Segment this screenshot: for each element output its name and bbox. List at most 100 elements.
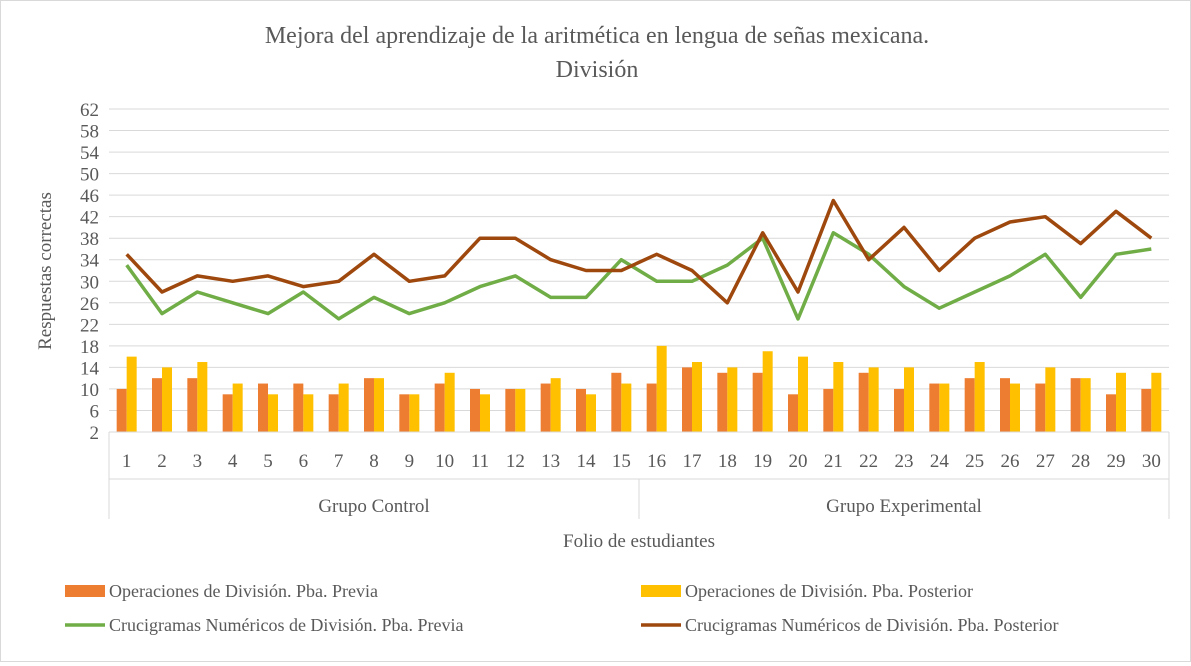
legend-label: Crucigramas Numéricos de División. Pba. …	[109, 615, 463, 635]
bar-posterior	[409, 394, 420, 432]
bar-posterior	[197, 362, 208, 432]
bar-previa	[1070, 378, 1081, 432]
x-tick-label: 22	[859, 451, 878, 472]
y-axis-title: Respuestas correctas	[35, 192, 56, 350]
bar-previa	[682, 367, 692, 432]
bar-previa	[293, 383, 304, 432]
bar-posterior	[798, 356, 808, 432]
chart-subtitle: División	[556, 57, 639, 83]
x-tick-label: 28	[1071, 451, 1090, 472]
x-tick-label: 26	[1001, 451, 1020, 472]
x-tick-label: 15	[612, 451, 631, 472]
y-tick-label: 30	[80, 272, 99, 293]
bar-posterior	[232, 383, 243, 432]
bar-previa	[505, 388, 516, 432]
bar-posterior	[162, 367, 172, 432]
x-tick-label: 4	[228, 451, 238, 472]
y-tick-label: 22	[80, 315, 99, 336]
x-tick-label: 25	[965, 451, 984, 472]
bar-posterior	[1045, 367, 1056, 432]
legend-label: Operaciones de División. Pba. Posterior	[685, 581, 973, 601]
x-tick-label: 8	[369, 451, 379, 472]
bar-previa	[152, 378, 162, 432]
bar-posterior	[833, 362, 844, 432]
y-tick-label: 2	[90, 423, 100, 444]
bar-posterior	[515, 388, 526, 432]
y-tick-label: 6	[90, 401, 100, 422]
bar-posterior	[1116, 372, 1126, 432]
y-tick-label: 10	[80, 380, 99, 401]
bar-posterior	[303, 394, 314, 432]
bar-posterior	[727, 367, 738, 432]
bar-previa	[364, 378, 374, 432]
x-tick-label: 6	[299, 451, 309, 472]
x-tick-label: 10	[435, 451, 454, 472]
bar-posterior	[868, 367, 879, 432]
bar-previa	[1000, 378, 1010, 432]
bar-posterior	[374, 378, 384, 432]
bar-posterior	[126, 356, 137, 432]
bar-previa	[116, 388, 127, 432]
x-tick-label: 12	[506, 451, 525, 472]
bar-posterior	[480, 394, 490, 432]
bar-previa	[894, 388, 904, 432]
bar-posterior	[338, 383, 349, 432]
bar-previa	[470, 388, 480, 432]
bar-previa	[717, 372, 728, 432]
x-tick-label: 27	[1036, 451, 1055, 472]
x-tick-label: 7	[334, 451, 344, 472]
x-tick-label: 19	[753, 451, 772, 472]
y-tick-label: 26	[80, 294, 99, 315]
x-tick-label: 30	[1142, 451, 1161, 472]
bar-previa	[646, 383, 657, 432]
bar-posterior	[762, 351, 773, 432]
line-crucigramas-posterior	[125, 198, 1153, 305]
bar-previa	[328, 394, 339, 432]
bar-posterior	[1151, 372, 1162, 432]
y-tick-label: 62	[80, 100, 99, 121]
bar-previa	[1141, 388, 1152, 432]
x-tick-label: 2	[157, 451, 167, 472]
x-tick-label: 1	[122, 451, 132, 472]
x-group-label: Grupo Control	[318, 496, 429, 517]
x-tick-label: 5	[263, 451, 273, 472]
bar-previa	[858, 372, 869, 432]
y-tick-label: 14	[80, 358, 100, 379]
bar-previa	[788, 394, 798, 432]
bar-posterior	[692, 362, 702, 432]
y-tick-label: 46	[80, 186, 99, 207]
x-tick-label: 20	[789, 451, 808, 472]
bar-posterior	[586, 394, 596, 432]
bar-previa	[823, 388, 834, 432]
bar-previa	[929, 383, 940, 432]
x-tick-label: 16	[647, 451, 666, 472]
bar-posterior	[550, 378, 561, 432]
line-crucigramas-previa	[125, 231, 1152, 321]
bar-posterior	[904, 367, 914, 432]
bar-posterior	[621, 383, 632, 432]
x-tick-label: 11	[471, 451, 489, 472]
legend-swatch	[65, 585, 105, 597]
legend-label: Crucigramas Numéricos de División. Pba. …	[685, 615, 1058, 635]
y-tick-label: 38	[80, 229, 99, 250]
bar-previa	[576, 388, 586, 432]
x-tick-label: 17	[683, 451, 702, 472]
x-tick-label: 9	[405, 451, 415, 472]
bar-posterior	[656, 345, 667, 432]
x-tick-label: 21	[824, 451, 843, 472]
y-tick-label: 18	[80, 337, 99, 358]
x-tick-label: 18	[718, 451, 737, 472]
x-tick-label: 13	[541, 451, 560, 472]
bar-posterior	[1010, 383, 1020, 432]
bar-posterior	[974, 362, 985, 432]
bar-previa	[964, 378, 975, 432]
y-tick-label: 58	[80, 122, 99, 143]
bar-previa	[399, 394, 410, 432]
bar-previa	[222, 394, 233, 432]
x-tick-label: 14	[577, 451, 597, 472]
bar-posterior	[1080, 378, 1091, 432]
x-group-label: Grupo Experimental	[826, 496, 982, 517]
bar-posterior	[268, 394, 278, 432]
